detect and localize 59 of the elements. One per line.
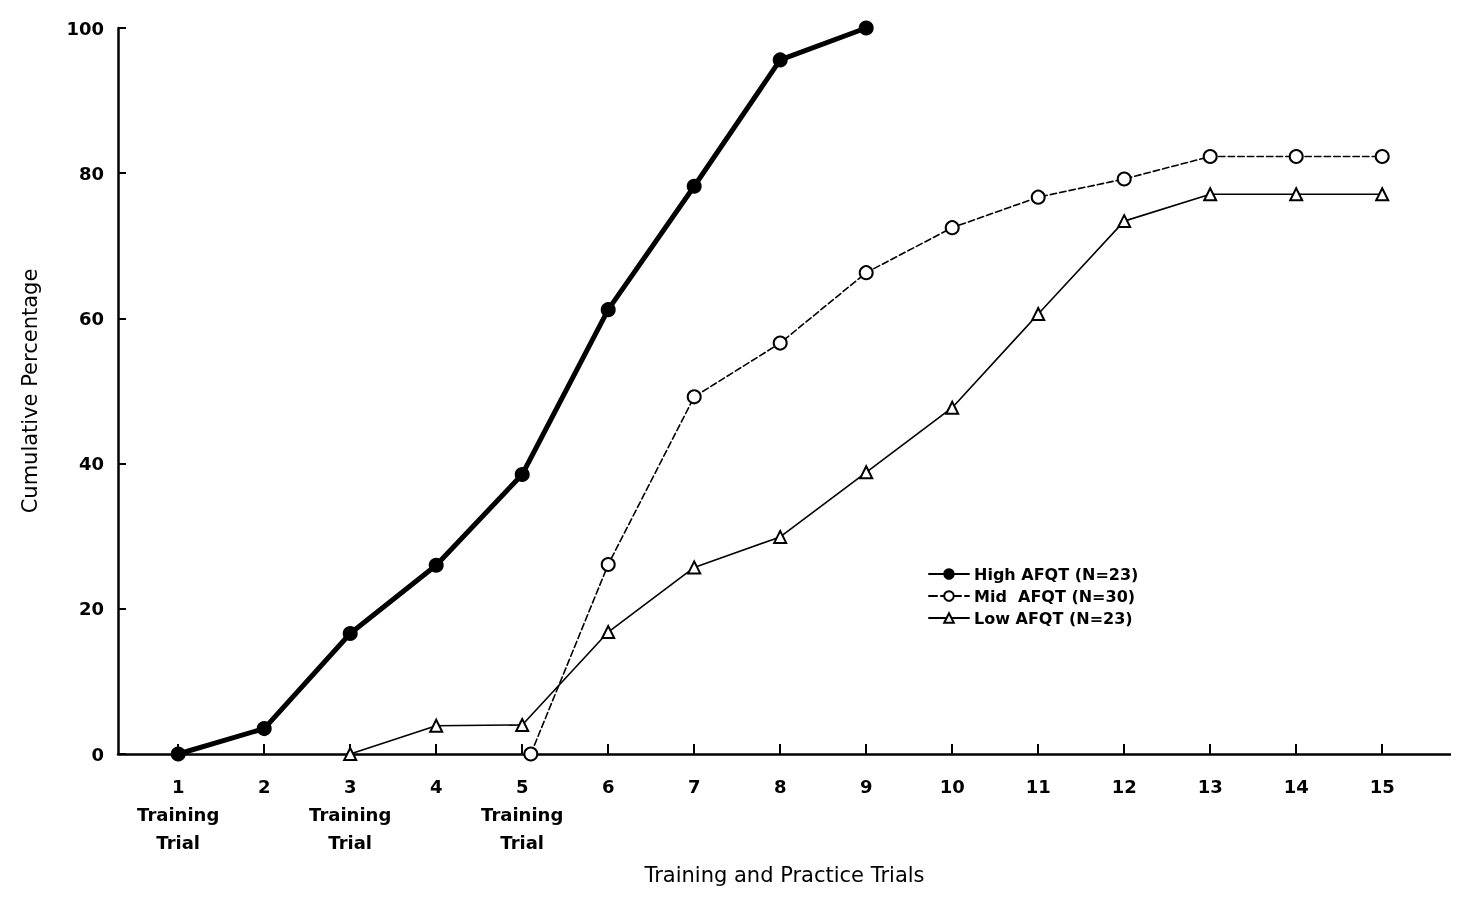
- legend-label: High AFQT (N=23): [974, 564, 1139, 584]
- point: [1030, 189, 1046, 205]
- point: [170, 746, 186, 762]
- x-tick-label: 10: [939, 775, 965, 797]
- point: [859, 465, 874, 480]
- point: [343, 747, 358, 761]
- point: [601, 625, 616, 640]
- point: [1203, 187, 1218, 202]
- point: [1375, 187, 1390, 202]
- y-axis-title: Cumulative Percentage: [17, 268, 42, 514]
- point: [256, 721, 272, 737]
- point: [944, 220, 960, 236]
- y-tick-label: 0: [91, 743, 104, 765]
- y-tick-label: 100: [66, 17, 104, 39]
- x-tick-label: 14: [1283, 775, 1309, 797]
- y-tick-label: 60: [78, 307, 104, 329]
- point: [945, 400, 960, 415]
- point: [772, 335, 788, 351]
- point: [1116, 171, 1132, 187]
- x-tick-label: 7: [687, 775, 701, 797]
- point: [1374, 149, 1390, 164]
- point: [772, 52, 788, 68]
- point: [1289, 187, 1304, 202]
- y-tick-label: 40: [78, 453, 104, 475]
- x-tick-label: 6: [601, 775, 615, 797]
- x-axis-title: Training and Practice Trials: [643, 862, 925, 887]
- point: [1117, 214, 1132, 229]
- point: [523, 746, 539, 762]
- point: [686, 178, 702, 194]
- point: [1288, 149, 1304, 164]
- y-tick-label: 20: [78, 598, 104, 620]
- x-tick-label: 4: [429, 775, 443, 797]
- legend-label: Mid AFQT (N=30): [974, 586, 1136, 606]
- point: [600, 302, 616, 318]
- point: [858, 20, 874, 36]
- x-tick-label: 11: [1025, 775, 1051, 797]
- legend-label: Low AFQT (N=23): [974, 608, 1133, 628]
- point: [600, 557, 616, 573]
- x-tick-label: 15: [1369, 775, 1395, 797]
- x-tick-label: 13: [1197, 775, 1223, 797]
- x-tick-label: 2: [257, 775, 271, 797]
- point: [686, 389, 702, 405]
- point: [1202, 149, 1218, 164]
- point: [429, 718, 444, 733]
- point: [342, 625, 358, 641]
- x-tick-label: 1 Training Trial: [137, 775, 220, 853]
- point: [687, 560, 702, 575]
- point: [514, 466, 530, 482]
- point: [428, 557, 444, 573]
- point: [773, 529, 788, 544]
- point: [858, 265, 874, 281]
- x-tick-label: 12: [1111, 775, 1137, 797]
- point: [1031, 307, 1046, 322]
- x-tick-label: 3 Training Trial: [309, 775, 392, 853]
- x-tick-label: 8: [773, 775, 787, 797]
- x-tick-label: 9: [859, 775, 873, 797]
- y-tick-label: 80: [78, 162, 104, 184]
- point: [515, 717, 530, 732]
- x-tick-label: 5 Training Trial: [481, 775, 564, 853]
